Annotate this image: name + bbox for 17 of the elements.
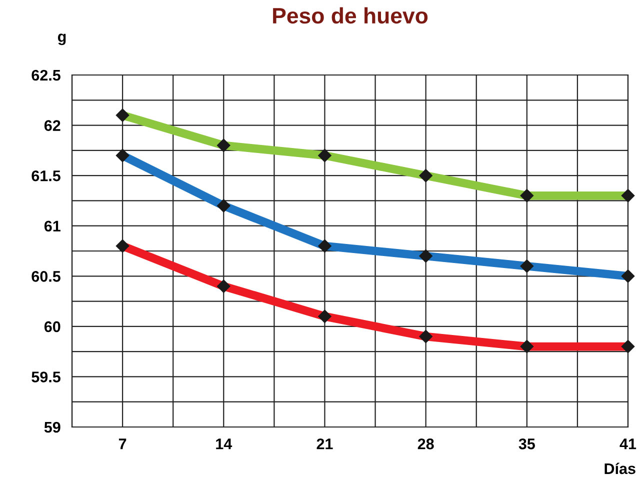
y-tick-label: 59.5 [32, 372, 60, 382]
x-tick-label: 28 [418, 438, 434, 450]
y-axis-title: g [58, 34, 66, 46]
x-tick-label: 21 [316, 438, 333, 450]
y-tick-label: 62 [44, 120, 60, 131]
y-tick-label: 59 [44, 422, 60, 433]
x-tick-label: 14 [216, 438, 232, 450]
x-tick-label: 7 [118, 438, 126, 450]
y-tick-label: 62.5 [32, 70, 60, 81]
y-tick-label: 60.5 [32, 271, 60, 282]
x-axis-title: Días [604, 462, 636, 474]
x-tick-label: 35 [518, 438, 535, 450]
chart-title: Peso de huevo [273, 7, 428, 24]
x-tick-label: 41 [620, 438, 636, 450]
y-tick-label: 61.5 [32, 170, 60, 182]
y-tick-label: 61 [44, 220, 60, 232]
y-tick-label: 60 [44, 321, 60, 332]
